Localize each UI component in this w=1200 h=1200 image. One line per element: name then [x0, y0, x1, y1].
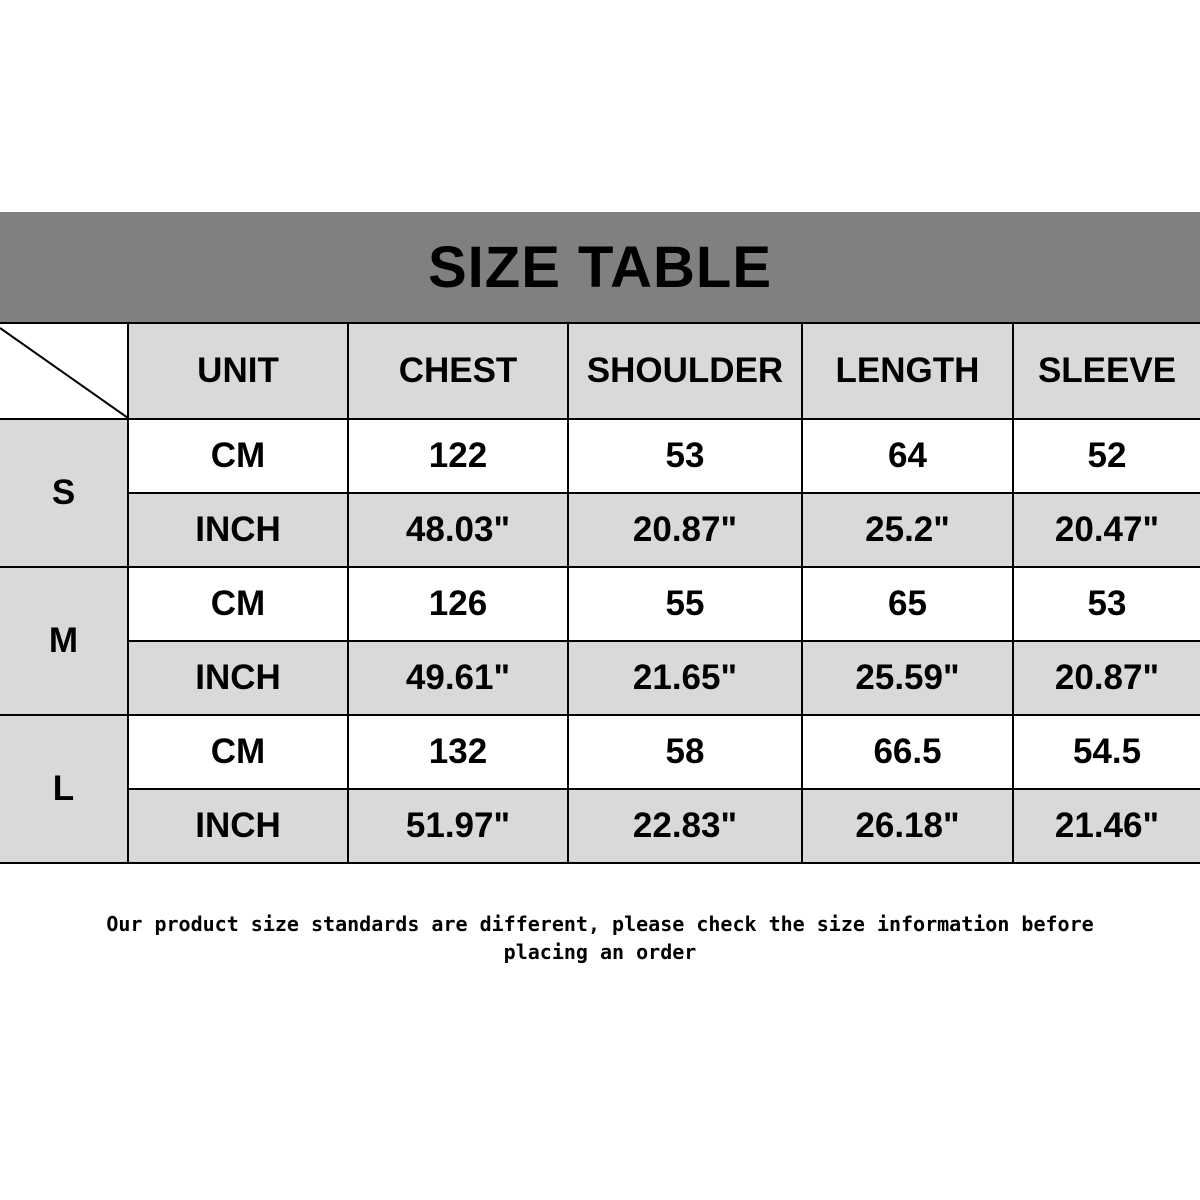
- header-length: LENGTH: [801, 322, 1014, 420]
- size-label: L: [0, 714, 129, 864]
- value-cell: 51.97": [347, 788, 569, 864]
- size-note: Our product size standards are different…: [0, 910, 1200, 966]
- value-cell: 126: [347, 566, 569, 642]
- table-row: M CM 126 55 65 53: [0, 566, 1200, 716]
- note-line-1: Our product size standards are different…: [106, 912, 1094, 936]
- value-cell: 53: [1012, 566, 1200, 642]
- size-label: M: [0, 566, 129, 716]
- value-cell: 20.47": [1012, 492, 1200, 568]
- value-cell: 26.18": [801, 788, 1014, 864]
- value-cell: 21.46": [1012, 788, 1200, 864]
- value-cell: 55: [567, 566, 803, 642]
- value-cell: 64: [801, 418, 1014, 494]
- value-cell: 66.5: [801, 714, 1014, 790]
- table-title: SIZE TABLE: [427, 234, 773, 300]
- unit-cell: CM: [127, 714, 349, 790]
- header-shoulder: SHOULDER: [567, 322, 803, 420]
- value-cell: 25.59": [801, 640, 1014, 716]
- header-sleeve: SLEEVE: [1012, 322, 1200, 420]
- value-cell: 22.83": [567, 788, 803, 864]
- value-cell: 21.65": [567, 640, 803, 716]
- value-cell: 53: [567, 418, 803, 494]
- table-row: L CM 132 58 66.5 54.5: [0, 714, 1200, 864]
- value-cell: 49.61": [347, 640, 569, 716]
- unit-cell: INCH: [127, 788, 349, 864]
- size-table: UNIT CHEST SHOULDER LENGTH SLEEVE S CM 122…: [0, 322, 1200, 864]
- size-label: S: [0, 418, 129, 568]
- header-row: UNIT CHEST SHOULDER LENGTH SLEEVE: [0, 322, 1200, 420]
- value-cell: 132: [347, 714, 569, 790]
- value-cell: 54.5: [1012, 714, 1200, 790]
- unit-cell: CM: [127, 418, 349, 494]
- value-cell: 52: [1012, 418, 1200, 494]
- table-row: INCH 48.03" 20.87" 25.2" 20.47": [0, 492, 1200, 568]
- value-cell: 25.2": [801, 492, 1014, 568]
- unit-cell: INCH: [127, 640, 349, 716]
- header-unit: UNIT: [127, 322, 349, 420]
- table-row: INCH 51.97" 22.83" 26.18" 21.46": [0, 788, 1200, 864]
- value-cell: 48.03": [347, 492, 569, 568]
- header-chest: CHEST: [347, 322, 569, 420]
- title-banner: SIZE TABLE: [0, 212, 1200, 322]
- diagonal-line: [0, 327, 128, 418]
- table-row: S CM 122 53 64 52: [0, 418, 1200, 568]
- value-cell: 20.87": [1012, 640, 1200, 716]
- value-cell: 58: [567, 714, 803, 790]
- corner-cell: [0, 322, 129, 420]
- value-cell: 20.87": [567, 492, 803, 568]
- note-line-2: placing an order: [503, 940, 697, 964]
- table-row: INCH 49.61" 21.65" 25.59" 20.87": [0, 640, 1200, 716]
- unit-cell: INCH: [127, 492, 349, 568]
- value-cell: 122: [347, 418, 569, 494]
- unit-cell: CM: [127, 566, 349, 642]
- value-cell: 65: [801, 566, 1014, 642]
